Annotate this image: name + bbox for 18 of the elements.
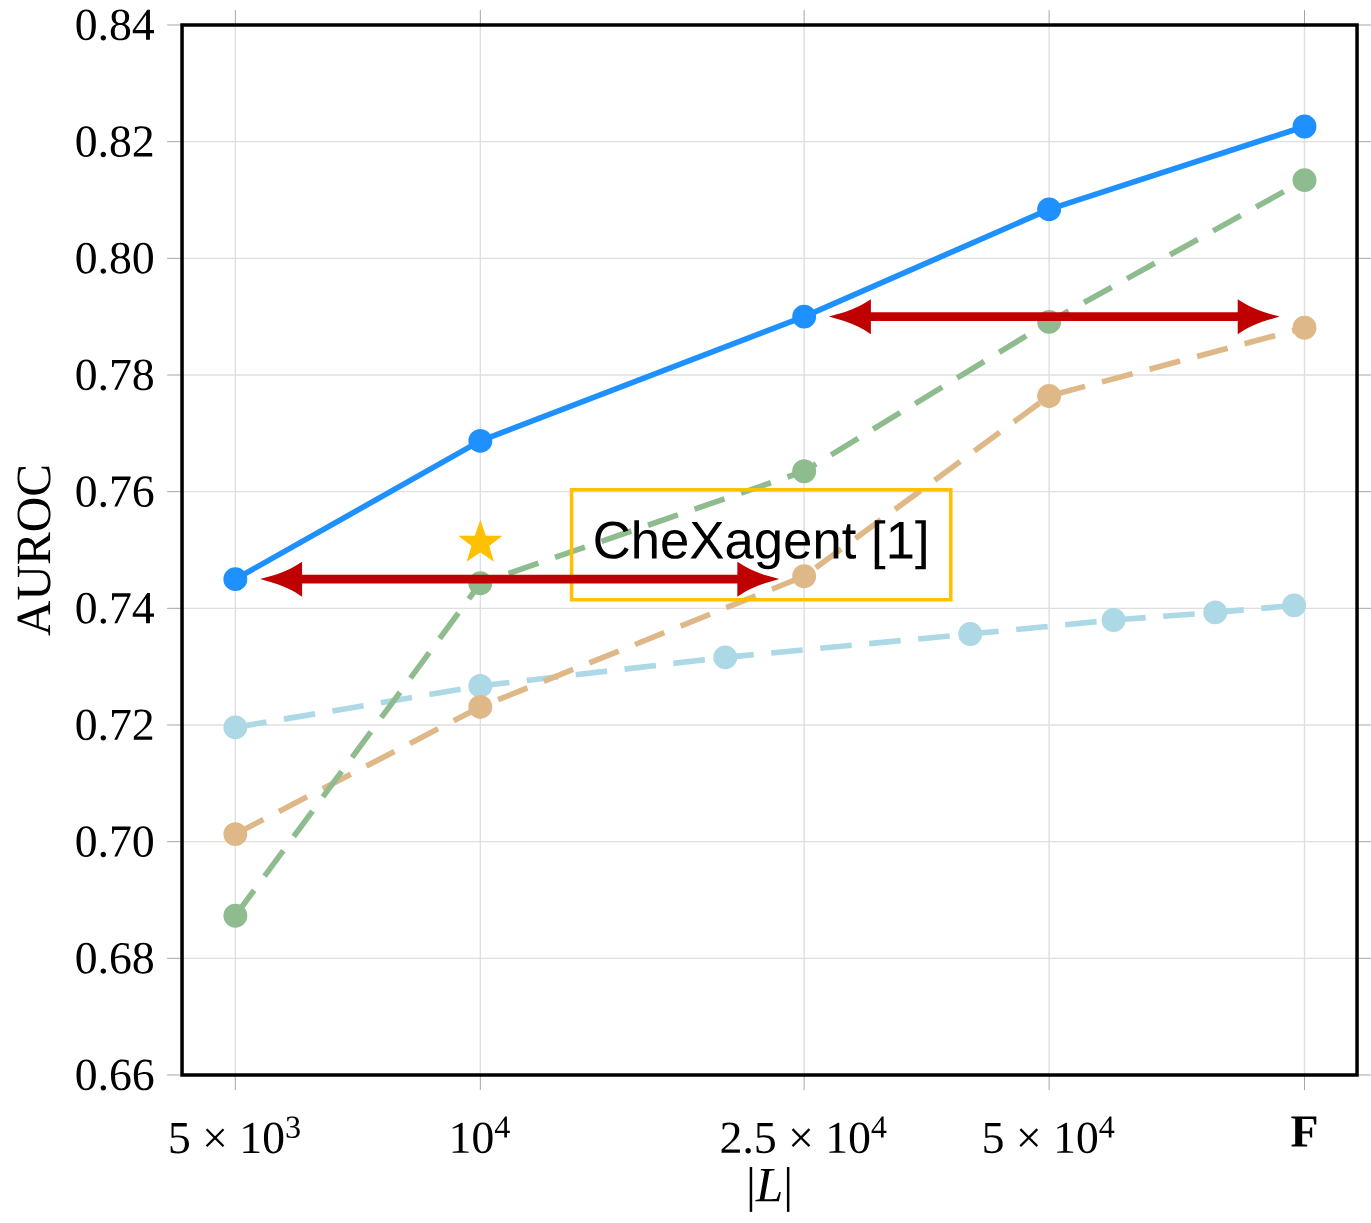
y-tick-label: 0.70 bbox=[76, 826, 153, 858]
y-axis-title: AUROC bbox=[17, 466, 51, 636]
y-tick-label: 0.68 bbox=[76, 942, 153, 974]
x-axis-title: |L| bbox=[749, 1167, 790, 1212]
y-tick-label: 0.80 bbox=[76, 242, 153, 274]
annotation: CheXagent [1] bbox=[595, 520, 926, 570]
y-tick-label: 0.74 bbox=[76, 592, 154, 624]
y-tick-label: 0.66 bbox=[76, 1059, 154, 1091]
y-tick-label: 0.72 bbox=[76, 709, 153, 741]
x-tick-label: 10$^{4}$ bbox=[452, 1116, 510, 1154]
y-tick-label: 0.82 bbox=[76, 126, 153, 158]
x-tick-label: 5 × 10$^{3}$ bbox=[170, 1116, 300, 1154]
x-tick-label: 2.5 × 10$^{4}$ bbox=[721, 1116, 887, 1154]
y-tick-label: 0.84 bbox=[76, 9, 154, 41]
y-tick-label: 0.76 bbox=[76, 476, 154, 508]
x-tick-label: F bbox=[1291, 1116, 1317, 1147]
x-tick-label: 5 × 10$^{4}$ bbox=[984, 1116, 1115, 1154]
y-tick-label: 0.78 bbox=[76, 359, 153, 391]
